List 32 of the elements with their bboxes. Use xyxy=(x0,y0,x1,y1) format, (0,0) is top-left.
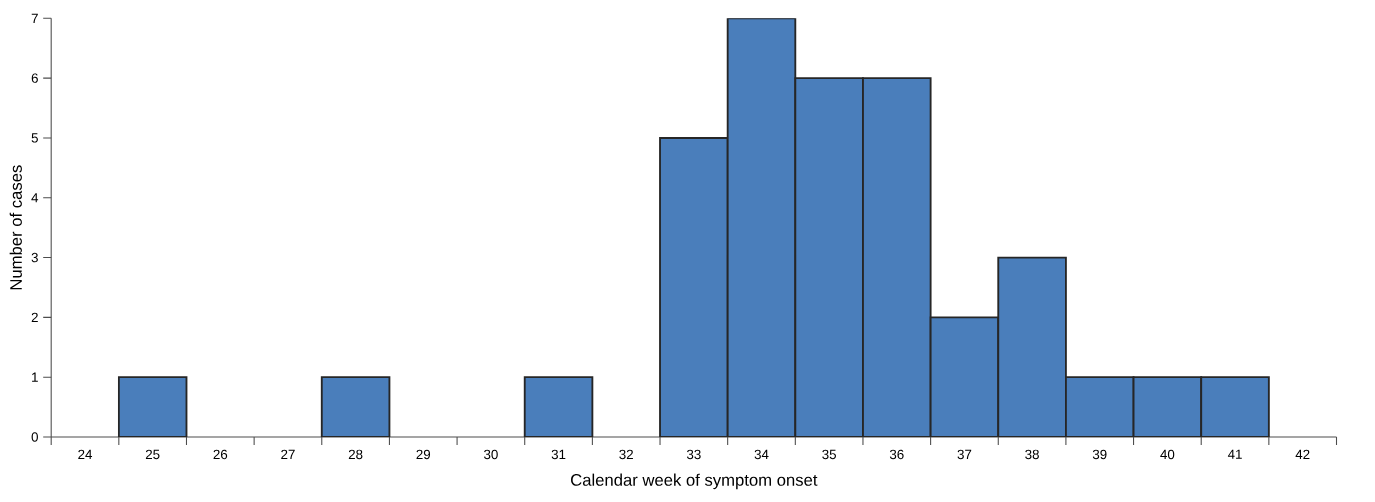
x-tick-label: 28 xyxy=(348,449,363,460)
x-tick-label: 34 xyxy=(754,449,769,460)
x-tick-label: 26 xyxy=(213,449,228,460)
y-tick-label: 4 xyxy=(31,193,39,203)
x-tick-label: 31 xyxy=(551,449,566,460)
x-axis-title: Calendar week of symptom onset xyxy=(571,473,818,490)
x-tick-label: 41 xyxy=(1227,449,1242,459)
y-axis-title: Number of cases xyxy=(9,165,22,290)
x-tick-label: 32 xyxy=(619,449,633,460)
y-tick-label: 7 xyxy=(31,13,38,23)
y-tick-label: 1 xyxy=(32,372,38,382)
y-tick-label: 3 xyxy=(31,252,38,263)
x-tick-label: 27 xyxy=(281,449,295,460)
bar xyxy=(117,376,188,437)
y-tick-label: 6 xyxy=(31,73,38,83)
x-tick-label: 25 xyxy=(145,449,160,460)
bar xyxy=(523,376,594,437)
x-tick-label: 38 xyxy=(1025,449,1039,460)
y-tick-label: 2 xyxy=(31,312,38,323)
x-tick-label: 29 xyxy=(416,449,431,460)
x-tick-label: 30 xyxy=(483,449,498,460)
x-tick-label: 36 xyxy=(889,449,904,460)
y-tick-label: 0 xyxy=(31,432,38,442)
x-tick-label: 24 xyxy=(78,449,93,460)
x-tick-label: 40 xyxy=(1160,449,1175,460)
y-tick-label: 5 xyxy=(31,133,38,143)
x-tick-label: 35 xyxy=(822,449,836,460)
x-tick-label: 39 xyxy=(1092,449,1107,460)
bar xyxy=(320,376,391,437)
x-tick-label: 37 xyxy=(957,449,972,460)
x-tick-label: 42 xyxy=(1295,449,1310,460)
x-tick-label: 33 xyxy=(686,449,701,460)
